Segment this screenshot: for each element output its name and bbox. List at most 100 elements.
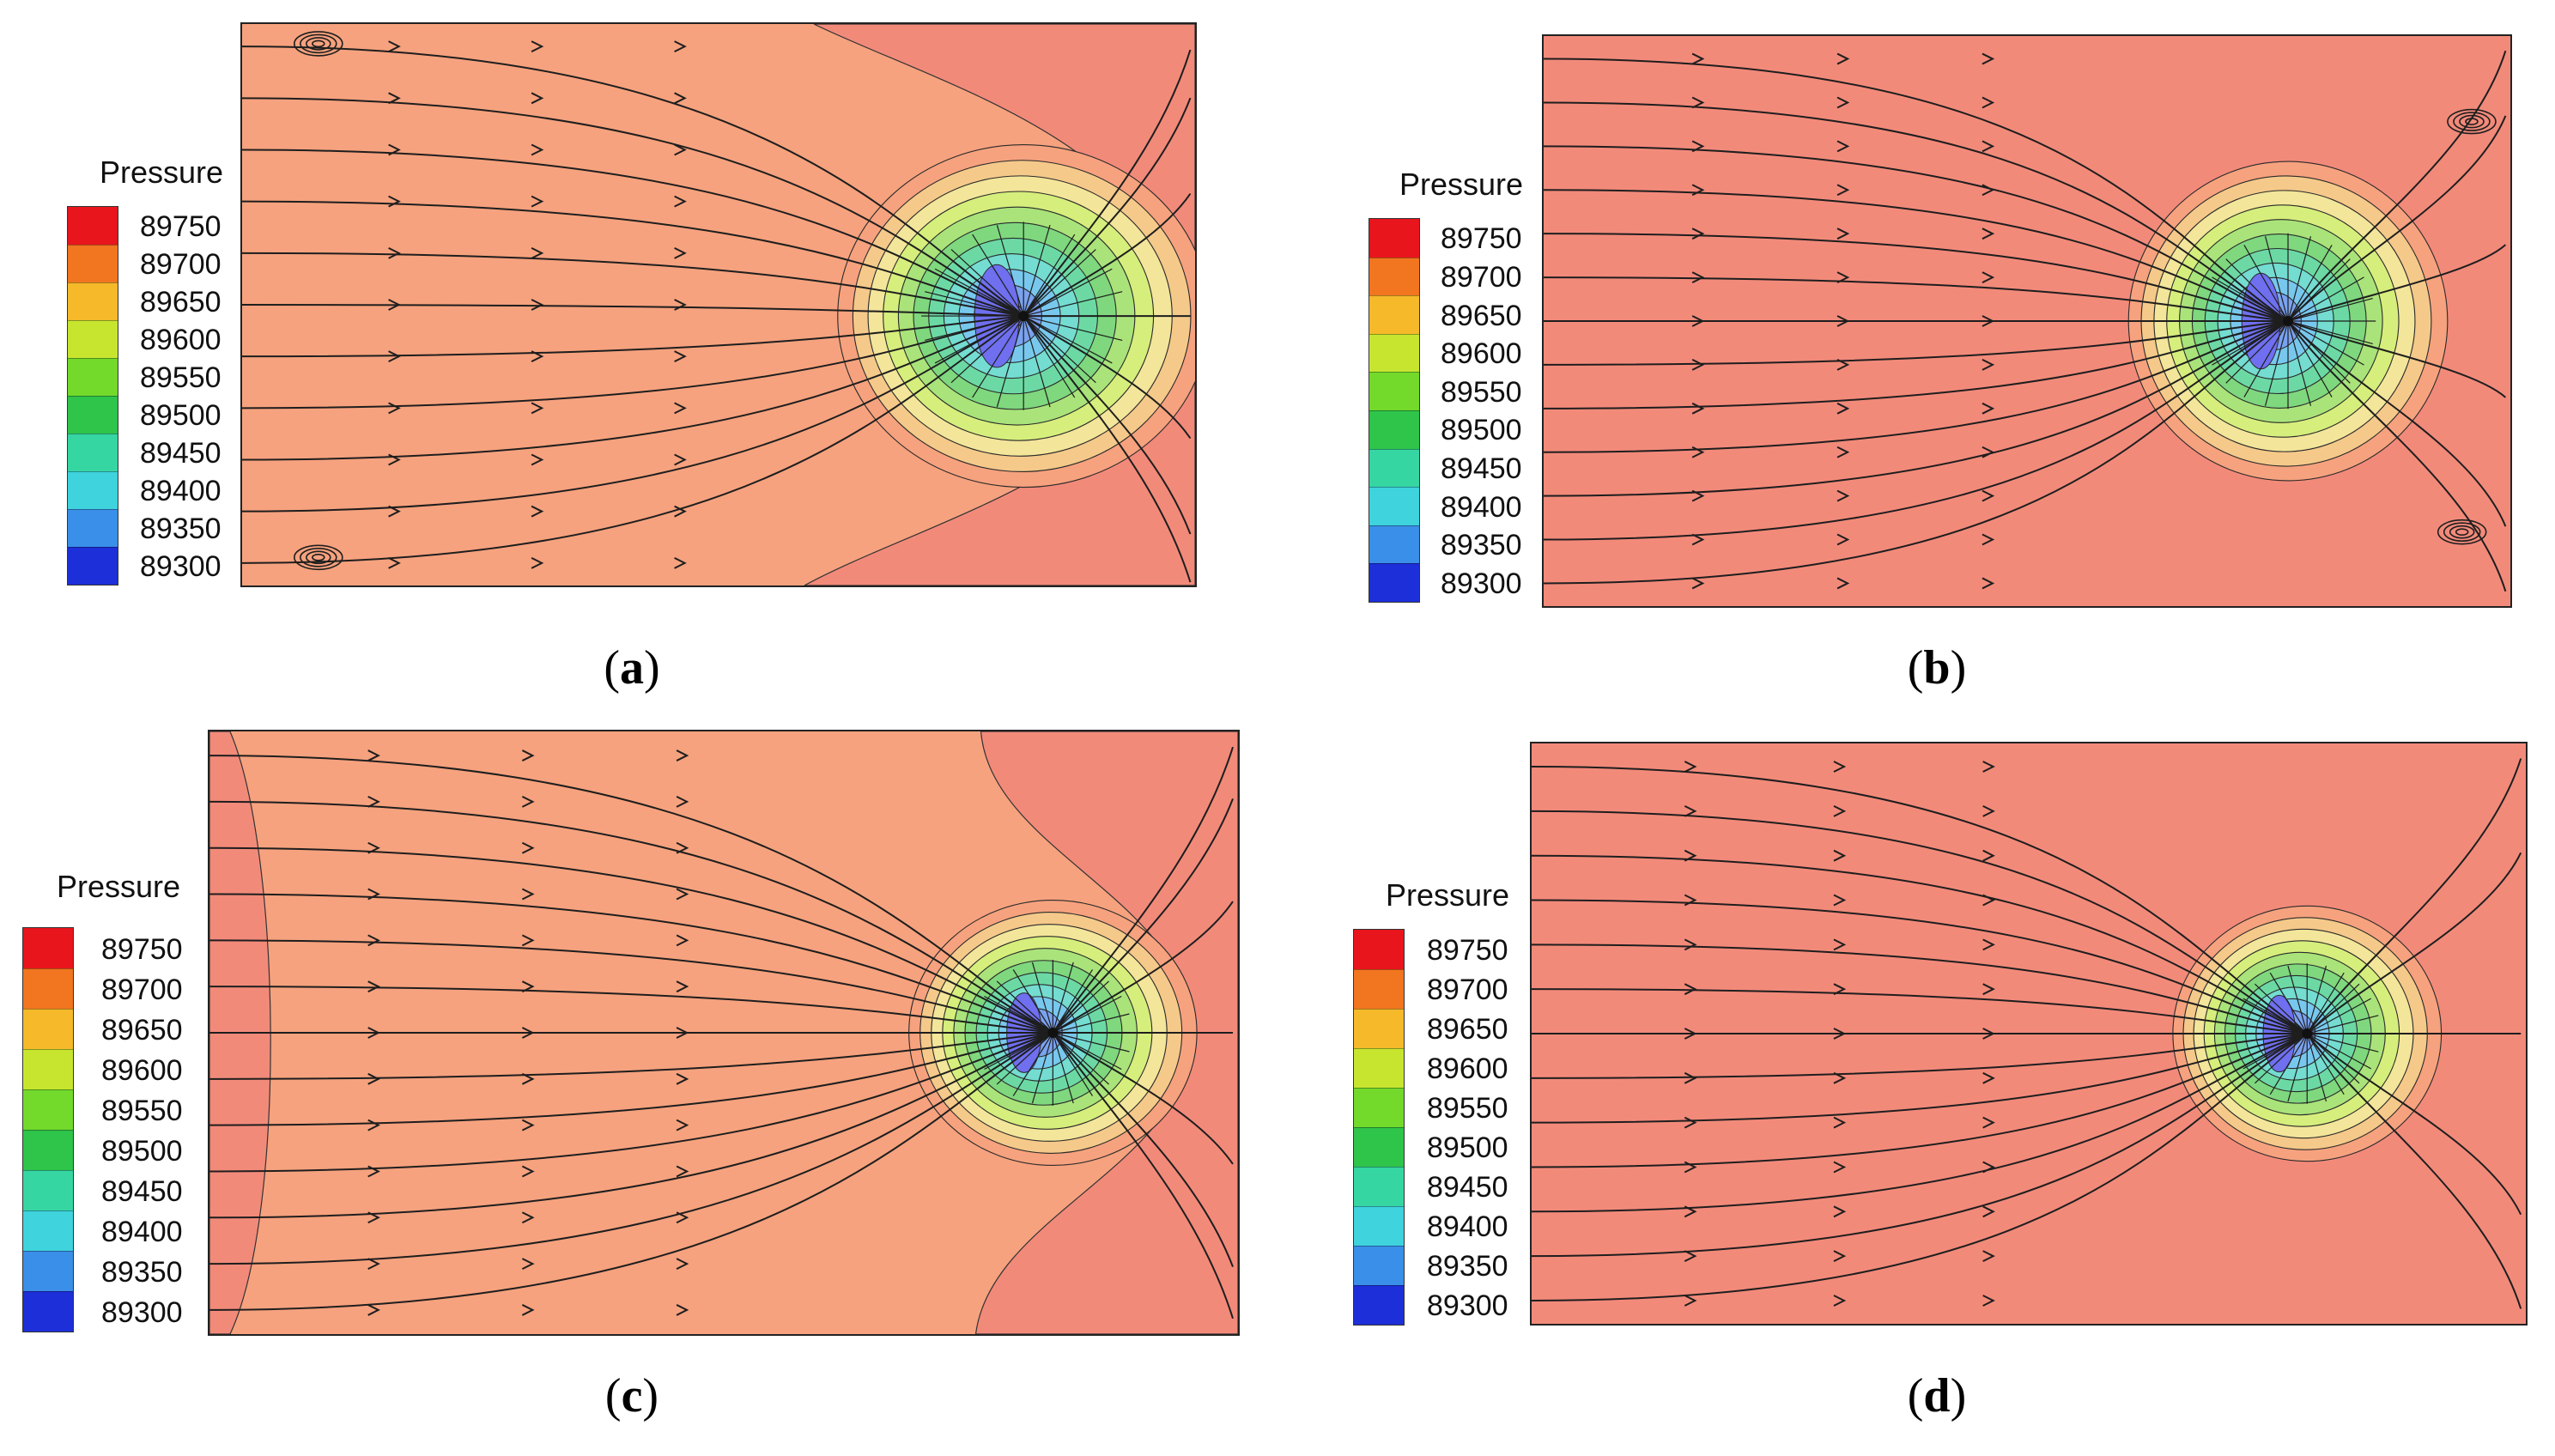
legend-swatch bbox=[23, 1009, 73, 1049]
streamline-arrow bbox=[367, 749, 380, 761]
streamline-arrow bbox=[531, 453, 544, 466]
legend-swatch bbox=[1354, 1088, 1404, 1127]
streamline-arrow bbox=[1982, 1205, 1995, 1218]
legend-swatch bbox=[1369, 525, 1419, 564]
streamline-arrow bbox=[531, 402, 544, 415]
streamline bbox=[242, 46, 1024, 317]
streamline-arrow bbox=[1836, 489, 1850, 502]
streamline-arrow bbox=[388, 92, 401, 105]
legend-label: 89500 bbox=[101, 1134, 183, 1168]
streamline-arrow bbox=[367, 888, 380, 901]
streamline bbox=[2225, 320, 2289, 384]
streamline-arrow bbox=[1833, 1295, 1847, 1307]
vortex bbox=[2437, 519, 2487, 545]
streamline-arrow bbox=[1691, 184, 1705, 197]
streamline-arrow bbox=[388, 143, 401, 156]
streamline bbox=[1023, 315, 1192, 535]
streamline bbox=[1023, 315, 1051, 408]
streamline bbox=[1544, 58, 2289, 322]
streamline bbox=[2236, 1015, 2308, 1034]
vortex bbox=[306, 37, 331, 51]
legend-swatch bbox=[1354, 1246, 1404, 1285]
streamline-arrow bbox=[1684, 1028, 1697, 1040]
streamline bbox=[1053, 1032, 1130, 1053]
vortex bbox=[294, 544, 343, 571]
streamline-arrow bbox=[674, 40, 687, 53]
streamline bbox=[950, 249, 1024, 317]
legend-label: 89450 bbox=[1427, 1171, 1508, 1204]
legend-label: 89350 bbox=[140, 513, 222, 545]
contour-plot-b bbox=[1542, 34, 2512, 608]
streamline bbox=[209, 755, 1053, 1034]
streamline bbox=[1052, 1032, 1234, 1165]
streamline bbox=[2306, 852, 2522, 1034]
streamline bbox=[1544, 320, 2289, 366]
streamline-arrow bbox=[1982, 983, 1995, 996]
legend-label: 89300 bbox=[101, 1295, 183, 1329]
streamline-arrow bbox=[674, 92, 687, 105]
vortex bbox=[2465, 118, 2479, 125]
vortex bbox=[306, 550, 331, 565]
streamline-arrow bbox=[367, 841, 380, 854]
streamline-arrow bbox=[676, 796, 689, 808]
streamline-arrow bbox=[1981, 577, 1995, 590]
streamline-arrow bbox=[1833, 1161, 1847, 1174]
streamline bbox=[2306, 972, 2345, 1034]
streamline-arrow bbox=[388, 453, 401, 466]
streamline-arrow bbox=[1833, 983, 1847, 996]
streamline-arrow bbox=[367, 980, 380, 993]
legend-label: 89450 bbox=[140, 437, 222, 470]
streamline-arrow bbox=[521, 1304, 535, 1316]
streamline-arrow bbox=[367, 934, 380, 947]
legend-label: 89650 bbox=[140, 286, 222, 318]
vortex bbox=[300, 547, 337, 567]
legend-label: 89700 bbox=[1427, 974, 1508, 1006]
streamline bbox=[2255, 1033, 2308, 1084]
legend-label: 89750 bbox=[140, 210, 222, 243]
legend-swatch bbox=[68, 434, 118, 471]
streamline-arrow bbox=[1691, 446, 1705, 458]
streamline bbox=[1052, 1032, 1093, 1096]
streamline bbox=[1053, 1032, 1122, 1071]
streamline bbox=[976, 1013, 1053, 1034]
streamline-arrow bbox=[1982, 1116, 1995, 1129]
streamline-arrow bbox=[1836, 402, 1850, 415]
streamline-arrow bbox=[531, 143, 544, 156]
streamline-arrow bbox=[1836, 533, 1850, 546]
streamline-arrow bbox=[521, 1258, 535, 1270]
streamline-arrow bbox=[676, 934, 689, 947]
streamline-arrow bbox=[1691, 533, 1705, 546]
streamline bbox=[1532, 1033, 2308, 1168]
streamline-arrow bbox=[1684, 849, 1697, 862]
streamline bbox=[209, 1032, 1053, 1311]
legend-swatch bbox=[23, 1089, 73, 1130]
legend-swatch bbox=[68, 396, 118, 434]
streamline bbox=[242, 252, 1024, 318]
streamline-arrow bbox=[1691, 96, 1705, 109]
streamline bbox=[1052, 901, 1234, 1034]
streamline bbox=[1023, 315, 1192, 440]
streamline bbox=[934, 268, 1024, 317]
legend-label: 89700 bbox=[1441, 260, 1522, 294]
streamline-arrow bbox=[1684, 894, 1697, 907]
streamline-arrow bbox=[521, 1027, 535, 1039]
streamline-arrow bbox=[388, 299, 401, 311]
streamline bbox=[1023, 224, 1051, 317]
streamline bbox=[1012, 1032, 1053, 1096]
streamline-arrow bbox=[1982, 1295, 1995, 1307]
streamline-arrow bbox=[367, 1258, 380, 1270]
legend-swatch bbox=[23, 1291, 73, 1332]
sink-point bbox=[2302, 1028, 2313, 1039]
streamline-arrow bbox=[674, 402, 687, 415]
legend-swatch bbox=[23, 1251, 73, 1291]
streamline-arrow bbox=[1981, 315, 1995, 327]
legend-swatch bbox=[1369, 219, 1419, 258]
streamline bbox=[2306, 1033, 2360, 1084]
streamline bbox=[1052, 969, 1093, 1034]
streamline bbox=[2269, 972, 2308, 1034]
streamline-arrow bbox=[531, 556, 544, 569]
streamline bbox=[2255, 983, 2308, 1034]
streamline-arrow bbox=[1691, 489, 1705, 502]
streamline bbox=[2287, 1033, 2308, 1102]
legend-swatch bbox=[68, 320, 118, 358]
